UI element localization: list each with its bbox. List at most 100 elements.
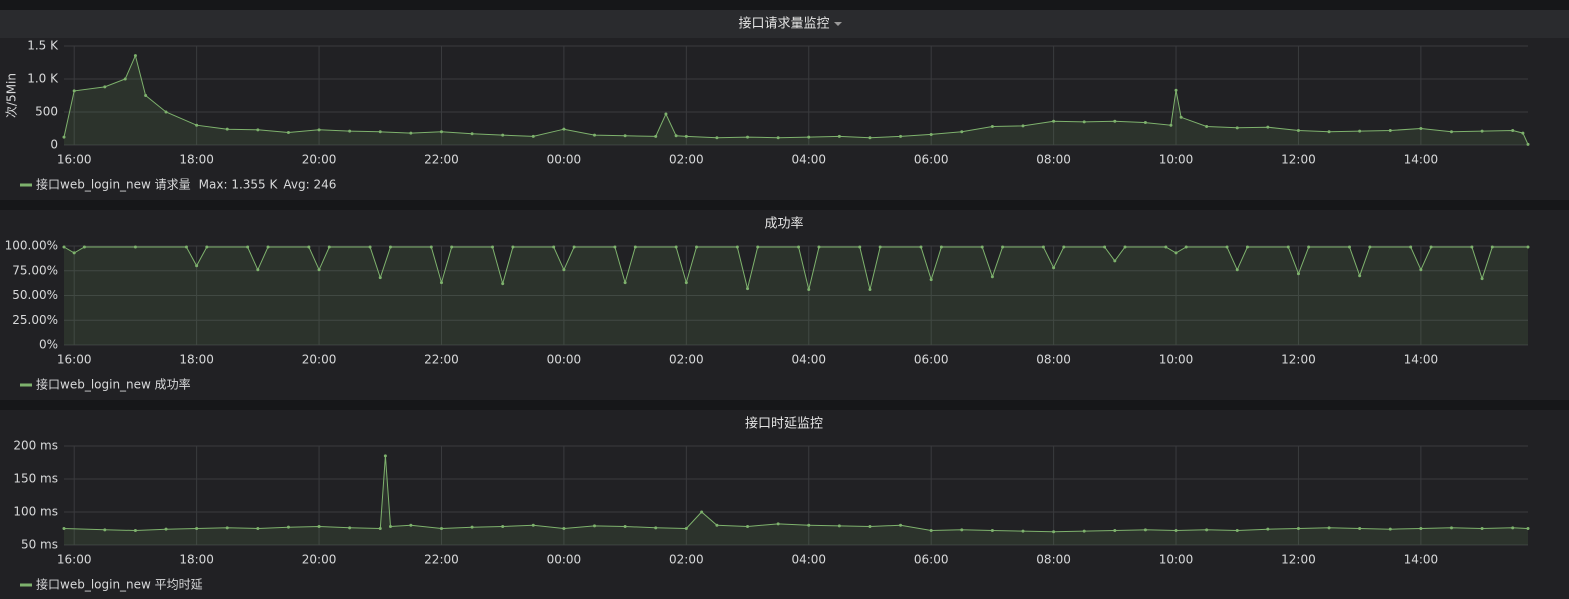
point: [797, 245, 801, 249]
point: [1113, 119, 1117, 123]
dropdown-caret[interactable]: [834, 22, 842, 26]
point: [572, 245, 576, 249]
x-tick-label: 00:00: [547, 153, 582, 167]
x-tick-label: 18:00: [179, 553, 214, 567]
legend-label[interactable]: 接口web_login_new 请求量: [36, 177, 191, 192]
panel-header[interactable]: [0, 10, 1569, 38]
point: [735, 245, 739, 249]
point: [746, 287, 750, 291]
x-tick-label: 06:00: [914, 153, 949, 167]
point: [990, 528, 994, 532]
point: [929, 528, 933, 532]
y-tick-label: 200 ms: [13, 439, 58, 453]
point: [1179, 115, 1183, 119]
point: [695, 245, 699, 249]
x-tick-label: 20:00: [302, 353, 337, 367]
panel: [0, 10, 1569, 200]
x-tick-label: 06:00: [914, 353, 949, 367]
point: [1480, 129, 1484, 133]
x-tick-label: 08:00: [1036, 153, 1071, 167]
point: [62, 135, 66, 139]
point: [715, 136, 719, 140]
x-tick-label: 06:00: [914, 553, 949, 567]
legend-label[interactable]: 接口web_login_new 成功率: [36, 377, 191, 392]
point: [684, 134, 688, 138]
point: [1205, 125, 1209, 129]
point: [123, 77, 127, 81]
point: [1082, 120, 1086, 124]
point: [205, 245, 209, 249]
area: [64, 455, 1528, 545]
point: [776, 522, 780, 526]
point: [256, 128, 260, 132]
x-tick-label: 22:00: [424, 353, 459, 367]
point: [1225, 245, 1229, 249]
point: [266, 245, 270, 249]
y-tick-label: 0: [50, 138, 58, 152]
point: [1266, 527, 1270, 531]
x-tick-label: 16:00: [57, 553, 92, 567]
point: [878, 245, 882, 249]
point: [225, 526, 229, 530]
point: [1511, 128, 1515, 132]
point: [348, 129, 352, 133]
point: [623, 134, 627, 138]
point: [225, 127, 229, 131]
point: [82, 245, 86, 249]
point: [409, 131, 413, 135]
point: [1205, 528, 1209, 532]
point: [490, 245, 494, 249]
point: [715, 523, 719, 527]
point: [1266, 125, 1270, 129]
point: [1347, 245, 1351, 249]
point: [1052, 266, 1056, 270]
x-tick-label: 00:00: [547, 553, 582, 567]
point: [348, 526, 352, 530]
x-tick-label: 12:00: [1281, 153, 1316, 167]
point: [593, 133, 597, 137]
point: [317, 128, 321, 132]
point: [858, 245, 862, 249]
line: [63, 455, 1529, 533]
x-tick-label: 20:00: [302, 553, 337, 567]
point: [1419, 527, 1423, 530]
x-tick-label: 04:00: [791, 153, 826, 167]
point: [1358, 129, 1362, 133]
point: [1245, 245, 1249, 249]
point: [103, 528, 107, 532]
area: [64, 247, 1528, 345]
point: [256, 268, 260, 272]
point: [1368, 245, 1372, 249]
point: [1327, 130, 1331, 134]
point: [1123, 245, 1127, 249]
point: [439, 281, 443, 285]
x-tick-label: 10:00: [1159, 153, 1194, 167]
point: [1143, 528, 1147, 532]
point: [470, 525, 474, 529]
point: [195, 527, 199, 530]
point: [531, 134, 535, 138]
x-tick-label: 12:00: [1281, 353, 1316, 367]
legend-label[interactable]: 接口web_login_new 平均时延: [36, 577, 203, 592]
point: [654, 526, 658, 530]
y-tick-label: 100.00%: [5, 239, 58, 253]
point: [1052, 119, 1056, 123]
point: [1021, 124, 1025, 128]
point: [501, 282, 505, 286]
point: [654, 134, 658, 138]
point: [1526, 142, 1530, 146]
point: [195, 123, 199, 127]
point: [184, 245, 188, 249]
y-tick-label: 1.5 K: [27, 39, 59, 53]
point: [246, 245, 250, 249]
point: [1511, 526, 1515, 530]
point: [439, 130, 443, 134]
point: [368, 245, 372, 249]
x-tick-label: 18:00: [179, 153, 214, 167]
point: [1062, 245, 1066, 249]
y-axis-label: 次/5Min: [5, 73, 19, 118]
x-tick-label: 08:00: [1036, 353, 1071, 367]
point: [1470, 245, 1474, 249]
point: [807, 523, 811, 527]
